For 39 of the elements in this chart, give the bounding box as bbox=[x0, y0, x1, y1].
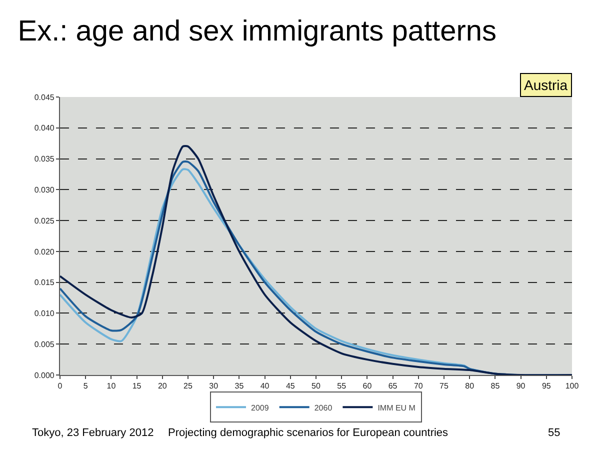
x-tick-label: 10 bbox=[106, 382, 116, 391]
legend-label: 2009 bbox=[251, 403, 270, 412]
text: Tokyo, 23 February 2012 bbox=[32, 427, 154, 439]
legend-label: IMM EU M bbox=[378, 403, 416, 412]
y-tick-label: 0.010 bbox=[34, 309, 55, 318]
y-tick-label: 0.005 bbox=[34, 340, 55, 349]
legend-label: 2060 bbox=[314, 403, 333, 412]
y-tick-label: 0.020 bbox=[34, 247, 55, 256]
x-tick-label: 40 bbox=[260, 382, 270, 391]
y-tick-label: 0.040 bbox=[34, 124, 55, 133]
x-tick-label: 70 bbox=[414, 382, 424, 391]
x-tick-label: 100 bbox=[565, 382, 580, 391]
chart-title: Ex.: age and sex immigrants patterns bbox=[18, 16, 496, 48]
y-tick-label: 0.000 bbox=[34, 370, 55, 380]
x-tick-label: 65 bbox=[388, 382, 398, 391]
x-tick-label: 20 bbox=[158, 382, 168, 391]
x-tick-label: 50 bbox=[312, 382, 321, 391]
y-tick-label: 0.035 bbox=[34, 154, 55, 164]
x-tick-label: 60 bbox=[362, 382, 372, 391]
text: 55 bbox=[548, 427, 560, 439]
x-tick-label: 30 bbox=[209, 382, 219, 391]
x-tick-label: 80 bbox=[465, 382, 475, 391]
x-tick-label: 75 bbox=[440, 382, 449, 391]
x-tick-label: 15 bbox=[132, 382, 142, 391]
x-tick-label: 45 bbox=[286, 382, 296, 391]
x-tick-label: 90 bbox=[516, 382, 526, 391]
x-tick-label: 95 bbox=[542, 382, 552, 391]
y-tick-label: 0.030 bbox=[34, 185, 55, 194]
y-tick-label: 0.015 bbox=[34, 278, 55, 288]
x-tick-label: 85 bbox=[490, 382, 500, 391]
x-tick-label: 55 bbox=[337, 382, 347, 391]
y-tick-label: 0.045 bbox=[34, 92, 55, 102]
x-tick-label: 25 bbox=[184, 382, 193, 391]
text: Austria bbox=[524, 77, 568, 93]
x-tick-label: 35 bbox=[234, 382, 244, 391]
y-tick-label: 0.025 bbox=[34, 216, 55, 226]
x-tick-label: 5 bbox=[83, 382, 88, 391]
text: Projecting demographic scenarios for European countries bbox=[168, 427, 449, 439]
x-tick-label: 0 bbox=[58, 382, 63, 391]
